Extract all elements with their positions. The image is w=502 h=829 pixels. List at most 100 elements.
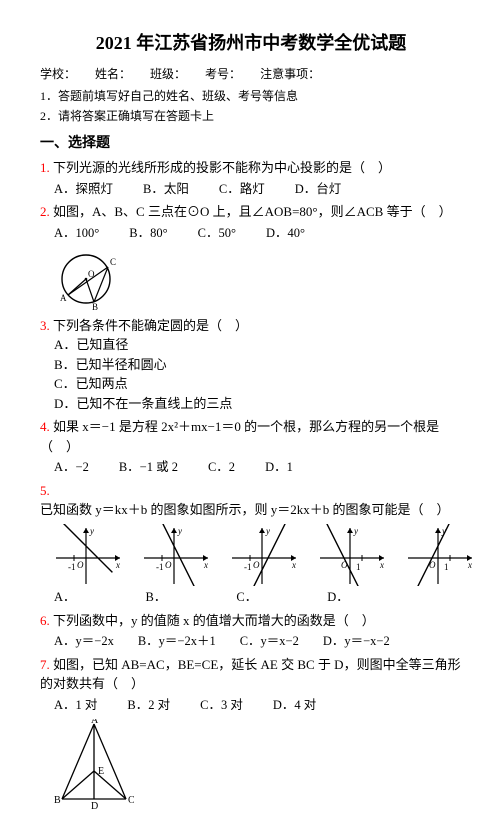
q4-opt-a: A．−2 [54, 458, 89, 477]
q5-number: 5. [40, 483, 50, 498]
page-title: 2021 年江苏省扬州市中考数学全优试题 [40, 30, 462, 57]
svg-text:1: 1 [444, 562, 449, 572]
q5-figures: xyO-1 xyO-1 xyO-1 xyO1 xyO1 [54, 524, 462, 586]
q7-text: 如图，已知 AB=AC，BE=CE，延长 AE 交 BC 于 D，则图中全等三角… [40, 657, 461, 692]
question-7: 7. 如图，已知 AB=AC，BE=CE，延长 AE 交 BC 于 D，则图中全… [40, 655, 462, 694]
q3-opt-a: A．已知直径 [54, 335, 462, 355]
q4-text: 如果 x＝−1 是方程 2x²＋mx−1＝0 的一个根，那么方程的另一个根是（ … [40, 419, 439, 454]
q4-opt-b: B．−1 或 2 [119, 458, 178, 477]
svg-text:y: y [177, 526, 182, 536]
svg-text:x: x [291, 560, 296, 570]
q4-options: A．−2 B．−1 或 2 C．2 D．1 [54, 458, 462, 477]
svg-text:A: A [91, 719, 99, 726]
q1-opt-b: B．太阳 [143, 180, 189, 199]
q2-opt-a: A．100° [54, 224, 99, 243]
q2-number: 2. [40, 204, 50, 219]
q5-opt-a: A． [54, 588, 76, 607]
svg-text:O: O [88, 269, 95, 279]
q7-number: 7. [40, 657, 50, 672]
q1-text: 下列光源的光线所形成的投影不能称为中心投影的是（ ） [53, 160, 391, 175]
q2-text: 如图，A、B、C 三点在⊙O 上，且∠AOB=80°，则∠ACB 等于（ ） [53, 204, 452, 219]
svg-text:O: O [429, 560, 436, 570]
q6-text: 下列函数中，y 的值随 x 的值增大而增大的函数是（ ） [53, 613, 375, 628]
name-label: 姓名： [95, 67, 131, 81]
q4-opt-c: C．2 [208, 458, 235, 477]
q5-opt-b: B． [146, 588, 167, 607]
svg-text:O: O [253, 560, 260, 570]
class-label: 班级： [150, 67, 186, 81]
question-6: 6. 下列函数中，y 的值随 x 的值增大而增大的函数是（ ） [40, 611, 462, 631]
q1-opt-c: C．路灯 [219, 180, 265, 199]
question-2: 2. 如图，A、B、C 三点在⊙O 上，且∠AOB=80°，则∠ACB 等于（ … [40, 202, 462, 222]
svg-text:x: x [467, 560, 472, 570]
q4-opt-d: D．1 [265, 458, 293, 477]
q3-opt-d: D．已知不在一条直线上的三点 [54, 394, 462, 414]
q7-opt-d: D．4 对 [273, 696, 316, 715]
question-5: 5. 已知函数 y＝kx＋b 的图象如图所示，则 y＝2kx＋b 的图象可能是（… [40, 481, 462, 520]
svg-text:B: B [54, 795, 61, 806]
q2-figure: O C A B [54, 247, 462, 312]
school-label: 学校： [40, 67, 76, 81]
svg-text:-1: -1 [156, 562, 164, 572]
question-3: 3. 下列各条件不能确定圆的是（ ） [40, 316, 462, 336]
section-1-title: 一、选择题 [40, 133, 462, 154]
svg-text:O: O [77, 560, 84, 570]
examno-label: 考号： [205, 67, 241, 81]
svg-text:-1: -1 [244, 562, 252, 572]
q5-graph-a: x y O-1 [142, 524, 212, 586]
svg-text:-1: -1 [68, 562, 76, 572]
svg-text:A: A [60, 293, 67, 303]
q3-text: 下列各条件不能确定圆的是（ ） [53, 318, 248, 333]
q6-number: 6. [40, 613, 50, 628]
q5-graph-d: x y O1 [406, 524, 476, 586]
question-4: 4. 如果 x＝−1 是方程 2x²＋mx−1＝0 的一个根，那么方程的另一个根… [40, 417, 462, 456]
svg-text:E: E [98, 766, 104, 777]
q5-graph-b: x y O-1 [230, 524, 300, 586]
q7-opt-c: C．3 对 [200, 696, 243, 715]
q5-options: A． B． C． D． [54, 588, 462, 607]
q2-opt-c: C．50° [198, 224, 236, 243]
header-row: 学校： 姓名： 班级： 考号： 注意事项： [40, 65, 462, 83]
q5-graph-c: x y O1 [318, 524, 388, 586]
svg-text:O: O [165, 560, 172, 570]
q7-figure: A B C D E [54, 719, 462, 809]
q5-text: 已知函数 y＝kx＋b 的图象如图所示，则 y＝2kx＋b 的图象可能是（ ） [40, 502, 450, 517]
q3-number: 3. [40, 318, 50, 333]
q6-opt-a: A．y＝−2x [54, 632, 114, 651]
svg-text:x: x [379, 560, 384, 570]
q1-opt-a: A．探照灯 [54, 180, 113, 199]
svg-text:1: 1 [356, 562, 361, 572]
q6-options: A．y＝−2x B．y＝−2x＋1 C．y＝x−2 D．y＝−x−2 [54, 632, 462, 651]
q1-opt-d: D．台灯 [295, 180, 342, 199]
svg-text:y: y [265, 526, 270, 536]
q5-opt-d: D． [327, 588, 349, 607]
q2-opt-d: D．40° [266, 224, 305, 243]
svg-text:y: y [89, 526, 94, 536]
instruction-1: 1．答题前填写好自己的姓名、班级、考号等信息 [40, 87, 462, 105]
svg-text:y: y [441, 526, 446, 536]
q3-opt-b: B．已知半径和圆心 [54, 355, 462, 375]
q7-opt-b: B．2 对 [127, 696, 170, 715]
q5-opt-c: C． [236, 588, 257, 607]
q6-opt-d: D．y＝−x−2 [323, 632, 390, 651]
question-1: 1. 下列光源的光线所形成的投影不能称为中心投影的是（ ） [40, 158, 462, 178]
svg-text:D: D [91, 801, 98, 809]
svg-text:C: C [128, 795, 134, 806]
q7-options: A．1 对 B．2 对 C．3 对 D．4 对 [54, 696, 462, 715]
svg-text:O: O [341, 560, 348, 570]
q2-options: A．100° B．80° C．50° D．40° [54, 224, 462, 243]
circle-diagram-svg: O C A B [54, 247, 124, 312]
q3-opt-c: C．已知两点 [54, 374, 462, 394]
instruction-2: 2．请将答案正确填写在答题卡上 [40, 107, 462, 125]
q6-opt-c: C．y＝x−2 [240, 632, 299, 651]
q2-opt-b: B．80° [129, 224, 167, 243]
notice-label: 注意事项： [260, 67, 320, 81]
q1-options: A．探照灯 B．太阳 C．路灯 D．台灯 [54, 180, 462, 199]
svg-text:C: C [110, 257, 116, 267]
svg-text:x: x [203, 560, 208, 570]
svg-text:x: x [115, 560, 120, 570]
q5-given-graph: x y O-1 [54, 524, 124, 586]
svg-text:y: y [353, 526, 358, 536]
q6-opt-b: B．y＝−2x＋1 [138, 632, 216, 651]
svg-text:B: B [92, 302, 98, 312]
